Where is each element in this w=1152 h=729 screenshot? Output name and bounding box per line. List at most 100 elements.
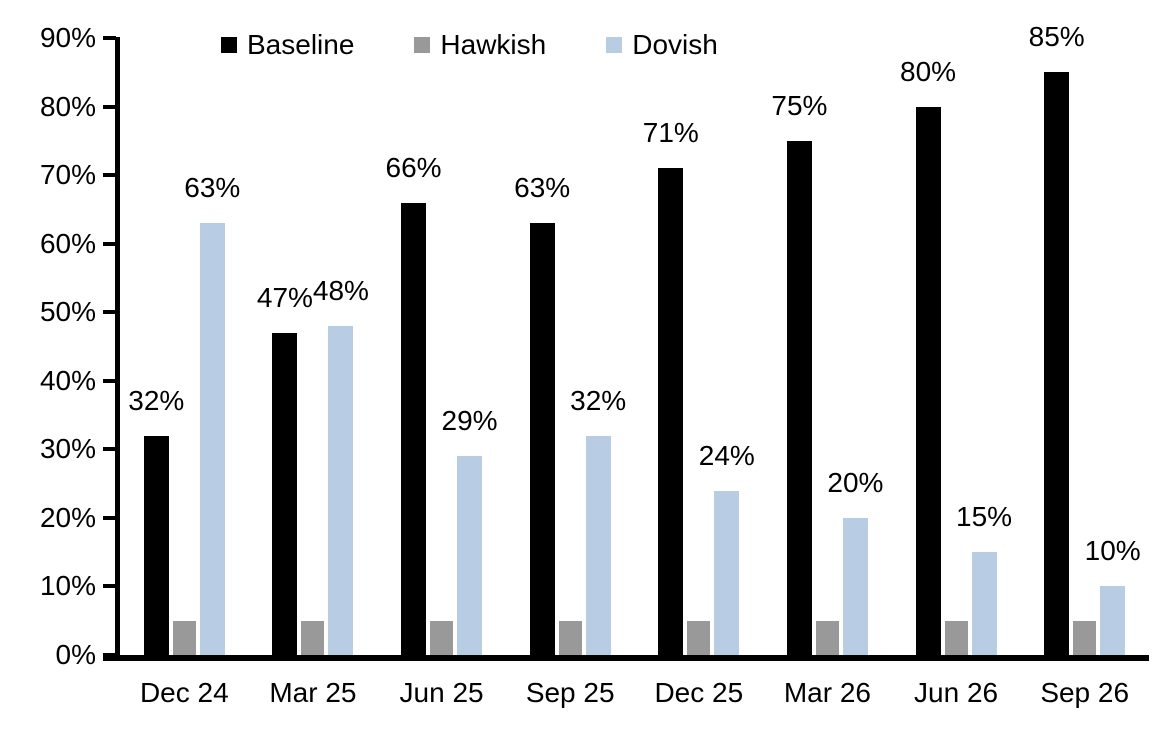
bar-group-jun-25: 66% 29% [377,38,506,655]
bar-dovish [714,490,740,655]
y-axis-tick [103,173,116,178]
data-label-baseline: 80% [900,55,957,87]
bar-slot-hawkish [1073,620,1097,655]
y-axis-tick-label: 60% [39,227,96,259]
y-axis-tick [103,447,116,452]
bar-baseline [143,435,169,655]
x-axis-labels: Dec 24 Mar 25 Jun 25 Sep 25 Dec 25 Mar 26 Jun … [120,676,1149,710]
legend-item-baseline: Baseline [221,28,354,62]
y-axis-tick-label: 30% [39,433,96,465]
bar-group-mar-26: 75% 20% [763,38,892,655]
data-label-baseline: 32% [128,384,185,416]
bar-group-sep-25: 63% 32% [506,38,635,655]
bar-slot-hawkish [430,620,454,655]
data-label-baseline: 63% [514,172,571,204]
data-label-dovish: 24% [698,439,755,471]
bar-cluster: 66% 29% [386,152,498,655]
bar-baseline [1044,72,1070,655]
legend-label-hawkish: Hawkish [440,29,547,60]
bar-group-jun-26: 80% 15% [892,38,1021,655]
bar-group-sep-26: 85% 10% [1020,22,1149,655]
y-axis-tick [103,241,116,246]
bar-cluster: 80% 15% [900,56,1012,655]
x-axis-category-label: Jun 26 [914,677,999,708]
data-label-baseline: 66% [385,151,442,183]
data-label-baseline: 71% [642,117,699,149]
x-axis-category-label: Dec 25 [654,677,744,708]
data-label-dovish: 48% [312,274,369,306]
y-axis-tick-label: 40% [39,364,96,396]
data-label-dovish: 29% [441,405,498,437]
y-axis-tick-label: 90% [39,22,96,53]
data-label-baseline: 75% [771,89,828,121]
bar-hawkish [558,620,582,655]
y-axis-tick [103,515,116,520]
legend-item-hawkish: Hawkish [414,28,546,62]
x-axis-category-label: Mar 25 [269,677,357,708]
y-axis-tick-label: 80% [39,90,96,122]
bar-hawkish [687,620,711,655]
bar-hawkish [301,620,325,655]
bar-baseline [786,140,812,655]
y-axis-tick-label: 50% [39,296,96,328]
y-axis-tick-label: 20% [39,501,96,533]
y-axis-tick [103,378,116,383]
legend-swatch-hawkish-icon [414,37,431,53]
bar-cluster: 85% 10% [1029,22,1141,655]
bar-slot-hawkish [815,620,839,655]
bar-slot-dovish: 24% [699,440,755,655]
data-label-baseline: 85% [1028,21,1085,53]
bar-dovish [328,325,354,655]
x-axis-category-label: Jun 25 [399,677,484,708]
bar-slot-baseline: 85% [1029,22,1085,655]
bar-hawkish [815,620,839,655]
bar-hawkish [944,620,968,655]
bar-slot-dovish: 63% [184,173,240,655]
bar-slot-hawkish [558,620,582,655]
chart-legend: Baseline Hawkish Dovish [221,28,718,62]
bar-slot-baseline: 80% [900,56,956,655]
bar-slot-hawkish [944,620,968,655]
legend-swatch-baseline-icon [221,37,237,53]
bar-slot-dovish: 29% [442,406,498,655]
bar-cluster: 47% 48% [257,275,369,655]
legend-swatch-dovish-icon [606,37,623,53]
data-label-baseline: 47% [256,281,313,313]
data-label-dovish: 32% [570,384,627,416]
y-axis-line [115,37,120,661]
x-axis-category-label: Dec 24 [139,677,229,708]
bar-baseline [529,223,555,655]
x-axis-line [103,655,1149,661]
bar-slot-baseline: 63% [514,173,570,655]
x-axis-category-label: Sep 25 [525,677,615,708]
bar-baseline [272,332,298,655]
bar-slot-dovish: 10% [1085,536,1141,655]
bar-cluster: 63% 32% [514,173,626,655]
bar-dovish [585,435,611,655]
y-axis-tick [103,36,116,40]
bar-cluster: 71% 24% [643,118,755,655]
y-axis-tick [103,584,116,589]
y-axis-tick-label: 0% [55,639,96,670]
bar-hawkish [172,620,196,655]
data-label-dovish: 15% [956,501,1013,533]
bar-baseline [915,106,941,655]
bar-dovish [199,223,225,655]
bar-hawkish [1073,620,1097,655]
bar-group-mar-25: 47% 48% [249,38,378,655]
bar-group-dec-24: 32% 63% [120,38,249,655]
bar-baseline [658,168,684,655]
legend-item-dovish: Dovish [606,28,718,62]
x-axis-category-label: Sep 26 [1040,677,1130,708]
y-axis-tick [103,104,116,109]
bar-slot-baseline: 66% [386,152,442,655]
bar-slot-dovish: 48% [313,275,369,655]
data-label-dovish: 20% [827,466,884,498]
legend-label-baseline: Baseline [247,29,355,60]
legend-label-dovish: Dovish [632,29,718,60]
x-axis-category-label: Mar 26 [783,677,872,708]
bar-group-dec-25: 71% 24% [635,38,764,655]
data-label-dovish: 63% [184,172,241,204]
bar-slot-baseline: 71% [643,118,699,655]
